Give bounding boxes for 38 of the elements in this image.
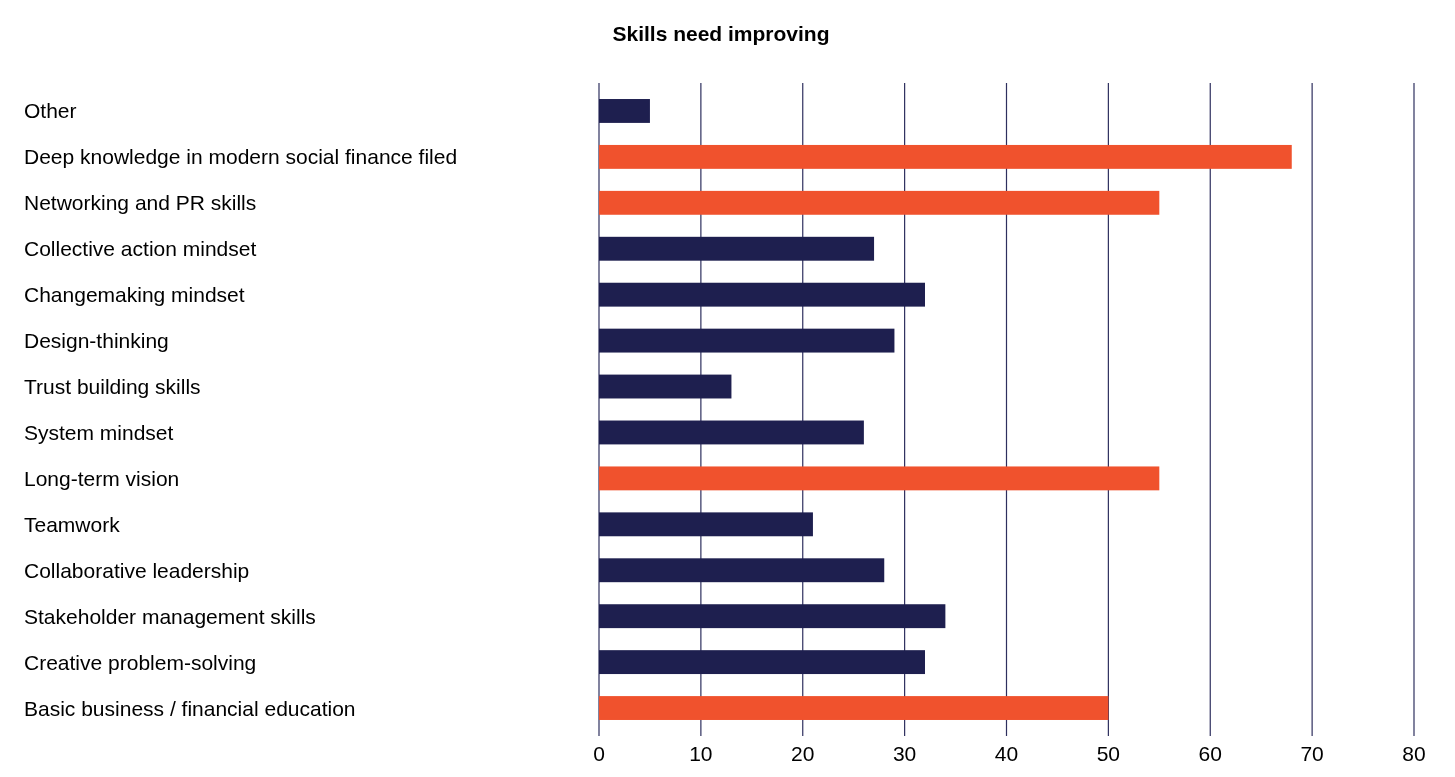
x-tick-label: 80 [1402,742,1426,765]
x-tick-label: 20 [791,742,815,765]
bar [599,604,946,629]
y-tick-label: Changemaking mindset [24,283,245,307]
y-tick-label: Networking and PR skills [24,191,257,215]
y-tick-label: Other [24,99,77,123]
bar [599,466,1160,491]
y-tick-label: Trust building skills [24,375,201,399]
y-tick-label: Basic business / financial education [24,696,356,720]
x-tick-label: 50 [1096,742,1121,765]
bar [599,650,925,675]
bar [599,236,875,261]
y-tick-label: Design-thinking [24,329,169,353]
bar [599,282,925,307]
y-tick-label: Deep knowledge in modern social finance filed [24,145,458,169]
x-tick-label: 0 [593,742,605,765]
bar [599,420,864,445]
x-tick-label: 30 [892,742,917,765]
y-tick-label: Stakeholder management skills [24,604,316,628]
y-tick-label: Collective action mindset [24,237,257,261]
y-tick-label: System mindset [24,420,174,444]
bar [599,374,732,399]
y-tick-label: Collaborative leadership [24,558,250,582]
bar [599,99,650,123]
x-tick-label: 60 [1198,742,1222,765]
bar [599,190,1160,215]
x-tick-label: 10 [689,742,713,765]
x-tick-label: 70 [1300,742,1324,765]
bar [599,144,1292,169]
y-tick-label: Creative problem-solving [24,650,257,674]
bar [599,512,813,537]
bar [599,696,1109,720]
chart-title: Skills need improving [612,22,830,45]
bar [599,328,895,353]
y-tick-label: Teamwork [24,512,121,536]
y-tick-label: Long-term vision [24,466,180,490]
bar [599,558,885,583]
x-tick-label: 40 [994,742,1019,765]
